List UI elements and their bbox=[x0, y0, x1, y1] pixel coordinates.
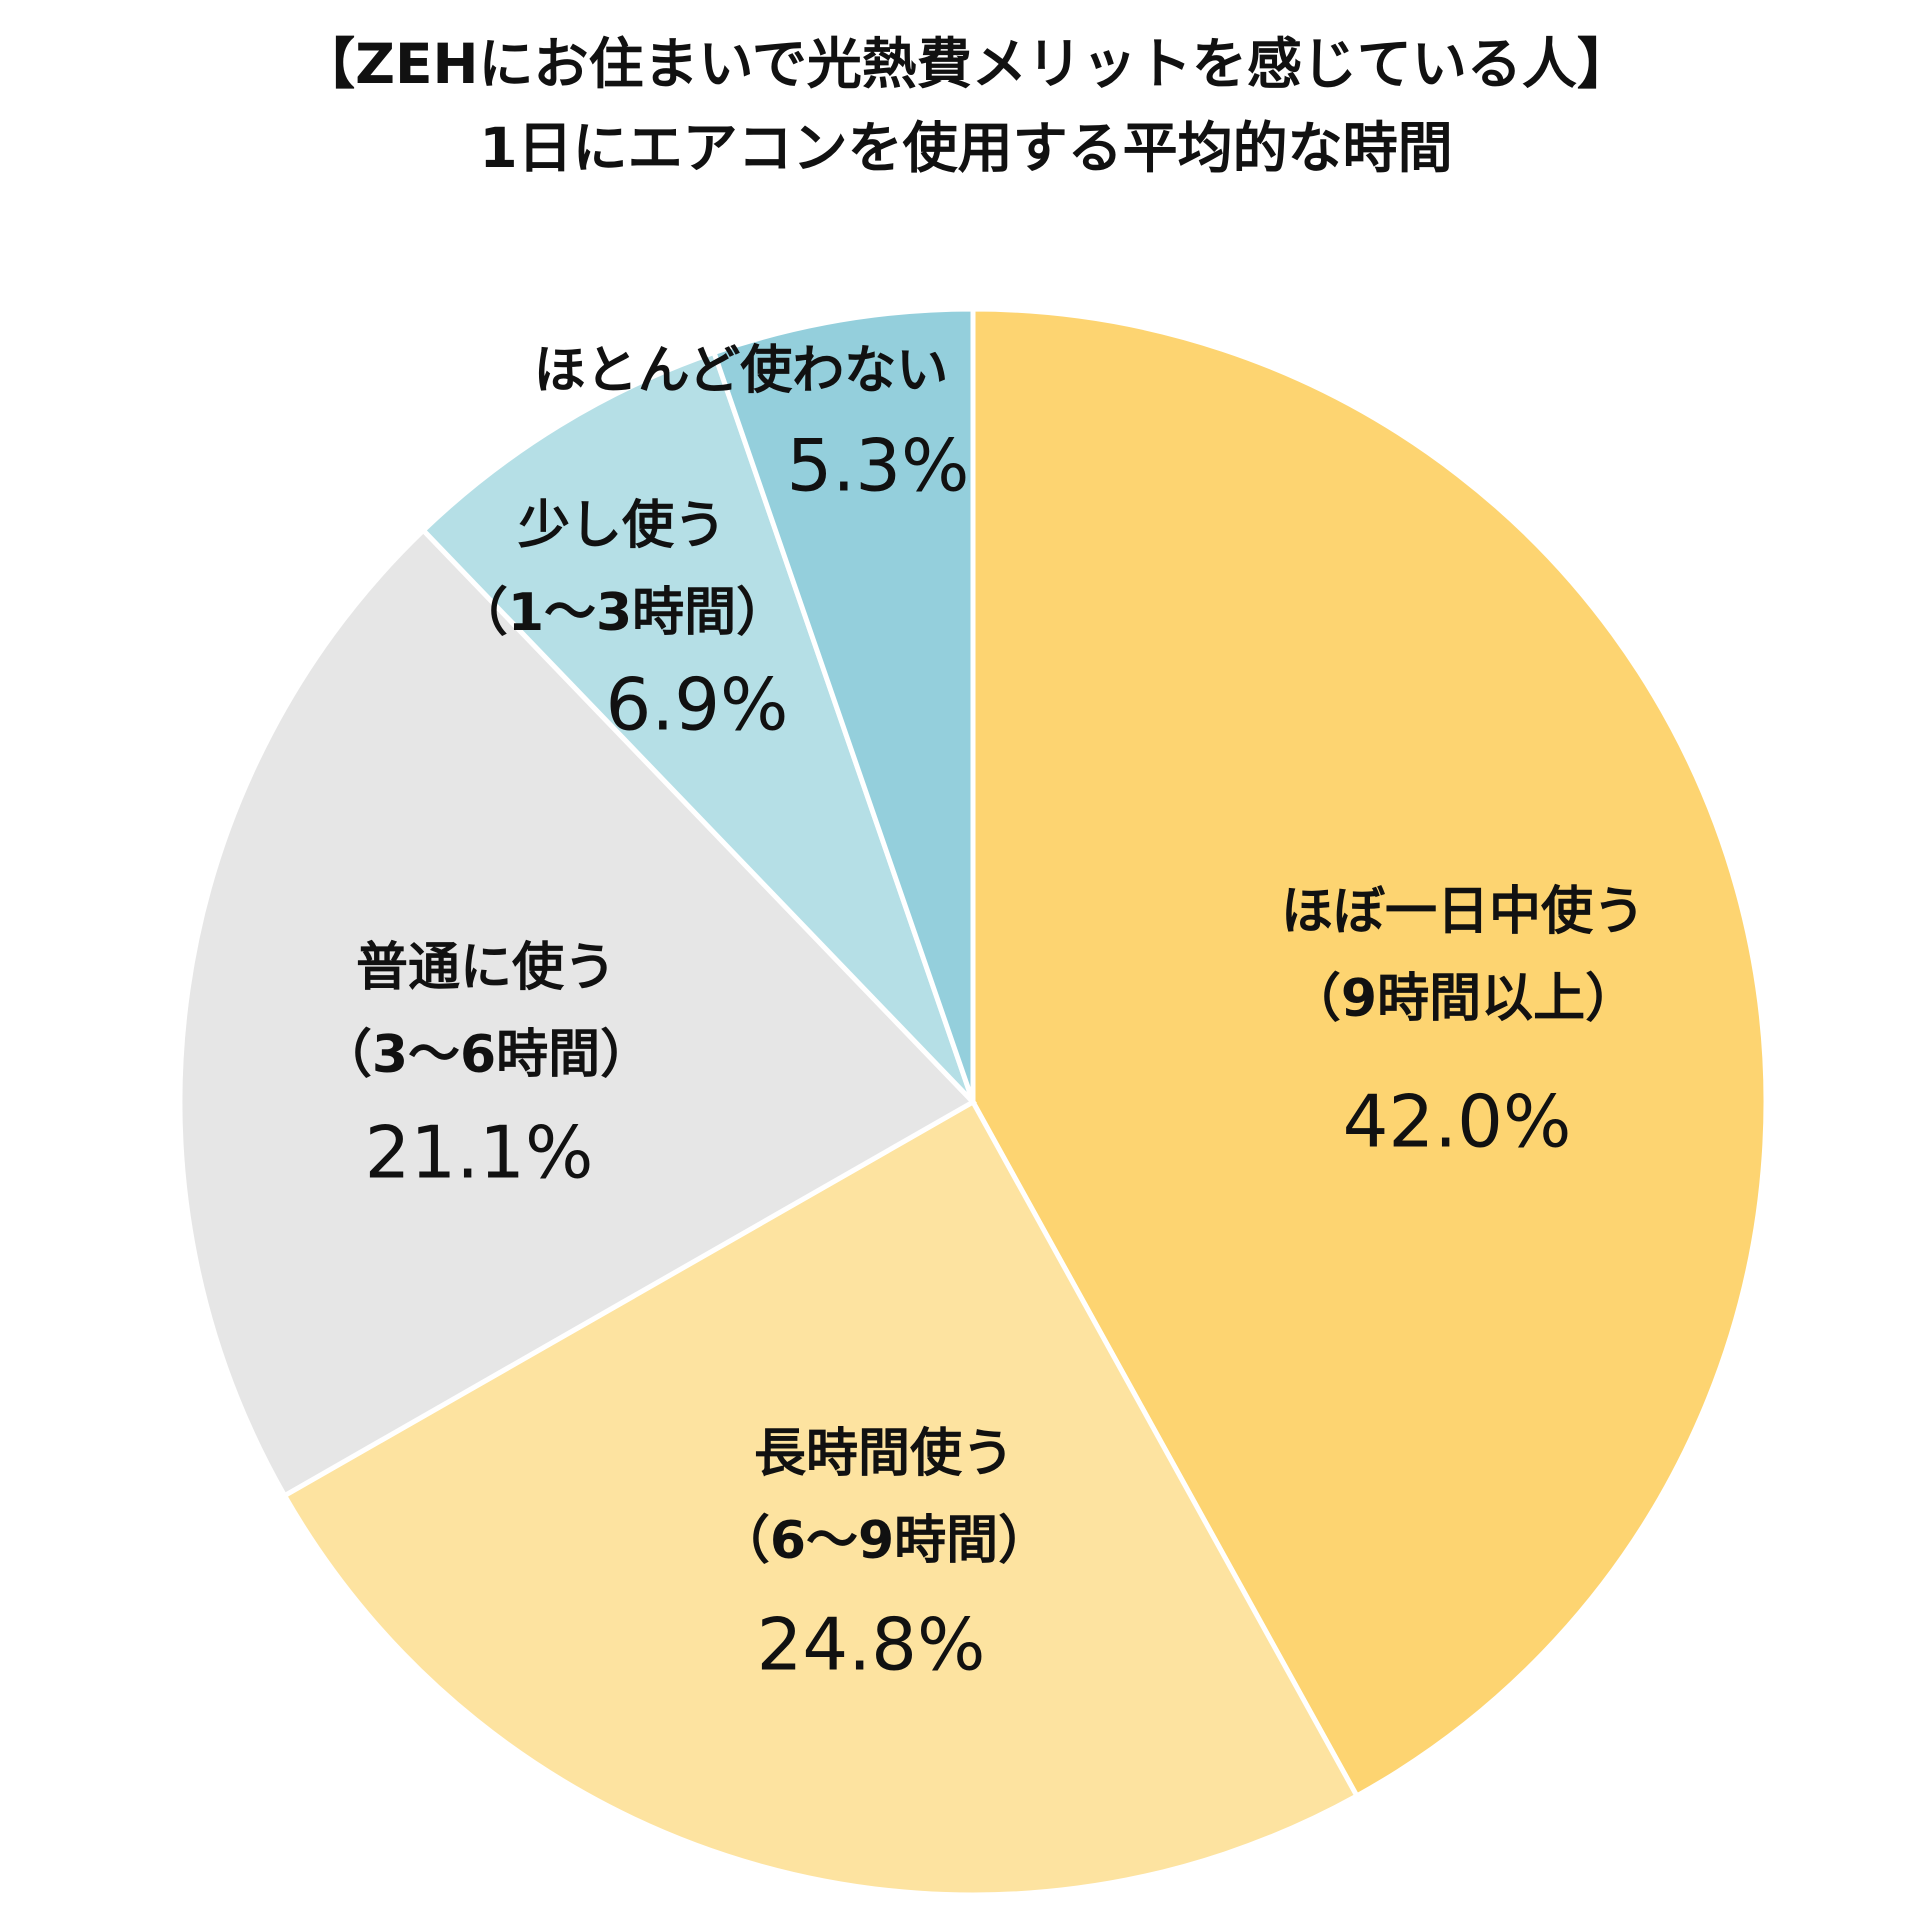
pie-slice bbox=[177, 526, 978, 1500]
slice-label: 少し使う bbox=[518, 496, 726, 556]
slice-label: （9時間以上） bbox=[1289, 969, 1637, 1029]
pie-slice bbox=[419, 349, 976, 1104]
pie-slice bbox=[281, 1098, 1361, 1898]
value-label: 6.9% bbox=[606, 663, 789, 747]
value-label: 21.1% bbox=[365, 1111, 594, 1195]
pie-slice bbox=[710, 306, 976, 1103]
slice-label: （3〜6時間） bbox=[320, 1025, 652, 1085]
slice-label: 普通に使う bbox=[356, 938, 616, 998]
value-label: 5.3% bbox=[787, 424, 970, 508]
chart-title: 【ZEHにお住まいで光熱費メリットを感じている人】 bbox=[300, 32, 1632, 96]
slice-label: （6〜9時間） bbox=[718, 1511, 1050, 1571]
chart-subtitle: 1日にエアコンを使用する平均的な時間 bbox=[479, 116, 1452, 180]
slice-label: ほぼ一日中使う bbox=[1281, 882, 1645, 942]
pie-slice bbox=[970, 306, 1769, 1800]
value-label: 24.8% bbox=[757, 1603, 986, 1687]
slice-label: ほとんど使わない bbox=[534, 341, 948, 401]
slice-label: 長時間使う bbox=[754, 1424, 1014, 1484]
slice-label: （1〜3時間） bbox=[456, 583, 788, 643]
value-label: 42.0% bbox=[1343, 1080, 1572, 1164]
